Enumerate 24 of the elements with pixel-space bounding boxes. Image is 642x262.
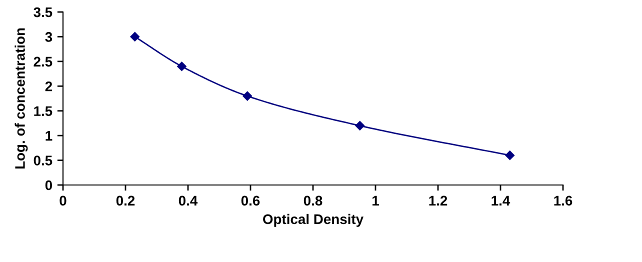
y-tick-label: 0	[45, 180, 52, 190]
x-tick-label: 1.6	[554, 196, 572, 206]
point	[130, 32, 140, 42]
y-tick-label: 0.5	[34, 156, 52, 166]
y-tick-label: 2.5	[34, 56, 52, 67]
y-tick-label: 1.5	[34, 106, 52, 116]
x-tick-label: 1.2	[429, 196, 448, 206]
x-tick-label: 0	[60, 196, 66, 206]
point	[355, 121, 364, 130]
x-tick-label: 1.4	[492, 196, 510, 206]
x-tick-label: 0.6	[241, 196, 260, 206]
y-tick-label: 1	[46, 131, 52, 141]
y-tick-label: 2	[45, 81, 52, 92]
x-axis-title: Optical Density	[263, 214, 364, 227]
point	[505, 150, 514, 160]
point	[242, 91, 252, 101]
point	[177, 62, 186, 71]
x-tick-label: 0.8	[304, 196, 322, 206]
x-tick-label: 0.2	[116, 196, 135, 206]
y-axis-title: Log. of concentration	[14, 28, 28, 169]
y-tick-label: 3.5	[34, 7, 52, 18]
x-tick-label: 1	[372, 196, 379, 206]
y-tick-label: 3	[45, 32, 52, 42]
x-tick-label: 0.4	[178, 196, 198, 206]
